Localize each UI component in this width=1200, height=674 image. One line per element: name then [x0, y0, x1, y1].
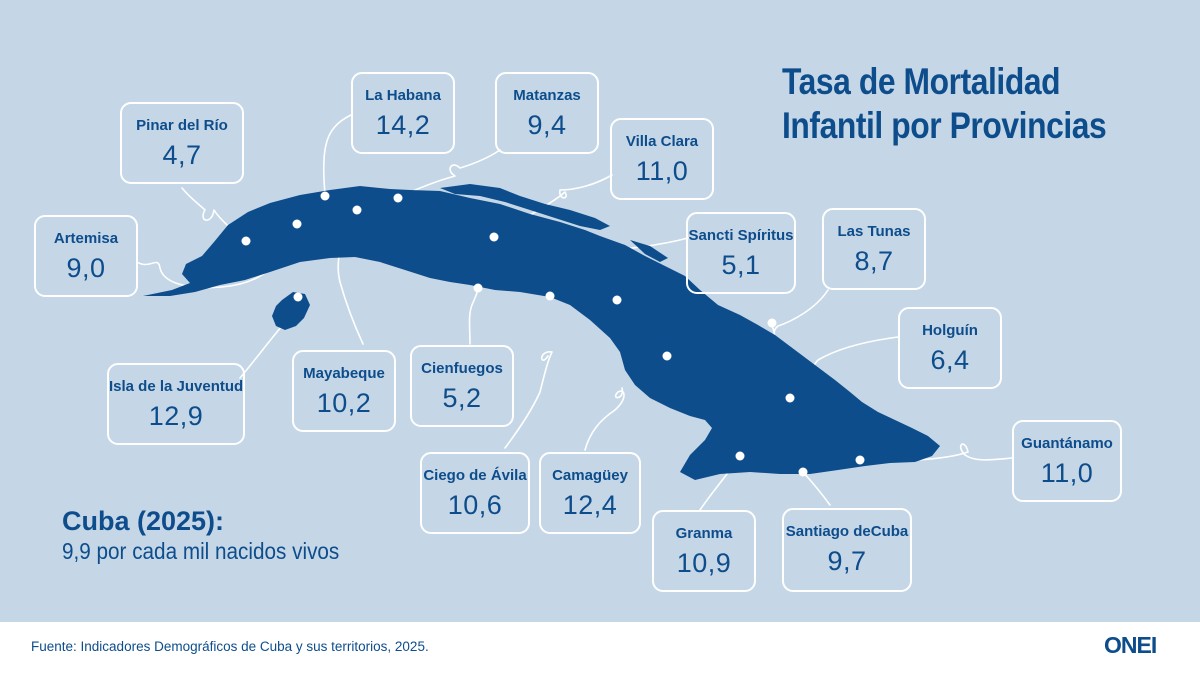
cuba-main-island [143, 186, 940, 480]
marker-ciego [612, 295, 622, 305]
connector-santiago [802, 471, 831, 506]
province-name: Sancti Spíritus [688, 227, 794, 244]
province-box-camaguey: Camagüey 12,4 [539, 452, 641, 534]
province-box-guantanamo: Guantánamo 11,0 [1012, 420, 1122, 502]
title-line-2: Infantil por Provincias [782, 105, 1107, 146]
marker-isla [293, 292, 303, 302]
marker-lastunas [767, 318, 777, 328]
province-name: Pinar del Río [136, 117, 228, 134]
province-box-artemisa: Artemisa 9,0 [34, 215, 138, 297]
marker-guantanamo [855, 455, 865, 465]
northern-keys [440, 184, 610, 230]
connector-lastunas [771, 289, 829, 335]
province-box-la-habana: La Habana 14,2 [351, 72, 455, 154]
onei-logo: ONEI [1104, 632, 1157, 658]
province-value: 11,0 [1040, 458, 1094, 488]
province-value: 10,6 [447, 490, 503, 520]
province-box-isla-de-la-juventud: Isla de la Juventud 12,9 [107, 363, 245, 445]
province-name: Guantánamo [1021, 435, 1113, 452]
province-name: Villa Clara [625, 133, 699, 150]
marker-matanzas [393, 193, 403, 203]
summary-title: Cuba (2025): [62, 506, 225, 536]
marker-pinar [241, 236, 251, 246]
province-value: 5,2 [442, 383, 482, 413]
marker-mayabeque [352, 205, 362, 215]
province-box-ciego-de-avila: Ciego de Ávila 10,6 [420, 452, 530, 534]
province-box-holguin: Holguín 6,4 [898, 307, 1002, 389]
province-box-cienfuegos: Cienfuegos 5,2 [410, 345, 514, 427]
province-name: Mayabeque [303, 365, 385, 382]
connector-habana [322, 114, 352, 197]
province-box-matanzas: Matanzas 9,4 [495, 72, 599, 154]
marker-camaguey [662, 351, 672, 361]
province-name: Isla de la Juventud [109, 378, 244, 395]
marker-artemisa [292, 219, 302, 229]
province-value: 5,1 [721, 250, 761, 280]
footer: Fuente: Indicadores Demográficos de Cuba… [0, 622, 1200, 674]
connector-matanzas [397, 149, 501, 199]
province-markers [241, 191, 865, 477]
summary-value: 9,9 por cada mil nacidos vivos [62, 538, 340, 564]
province-value: 6,4 [930, 345, 970, 375]
province-name: Holguín [922, 322, 978, 339]
province-value: 4,7 [162, 140, 202, 170]
province-box-santiago-de-cuba: Santiago deCuba 9,7 [782, 508, 912, 592]
province-value: 11,0 [635, 156, 689, 186]
province-value: 14,2 [375, 110, 431, 140]
province-value: 12,4 [562, 490, 618, 520]
province-name: Las Tunas [837, 223, 911, 240]
province-name: Matanzas [513, 87, 581, 104]
national-summary: Cuba (2025): 9,9 por cada mil nacidos vi… [62, 505, 370, 565]
province-name: Ciego de Ávila [423, 467, 527, 484]
province-box-mayabeque: Mayabeque 10,2 [292, 350, 396, 432]
province-box-villa-clara: Villa Clara 11,0 [610, 118, 714, 200]
marker-santiago [798, 467, 808, 477]
province-value: 9,0 [66, 253, 106, 283]
province-value: 10,9 [676, 548, 732, 578]
province-name: Artemisa [53, 230, 119, 247]
province-box-pinar-del-rio: Pinar del Río 4,7 [120, 102, 244, 184]
connector-ciego [504, 351, 553, 449]
province-value: 9,7 [827, 546, 867, 576]
connector-cienfuegos [468, 287, 479, 345]
province-box-granma: Granma 10,9 [652, 510, 756, 592]
province-value: 8,7 [854, 246, 894, 276]
province-box-sancti-spiritus: Sancti Spíritus 5,1 [686, 212, 796, 294]
province-name: Granma [675, 525, 733, 542]
province-name: Cienfuegos [421, 360, 503, 377]
province-box-las-tunas: Las Tunas 8,7 [822, 208, 926, 290]
marker-granma [735, 451, 745, 461]
province-name: Santiago deCuba [785, 523, 909, 540]
province-value: 9,4 [527, 110, 567, 140]
source-note: Fuente: Indicadores Demográficos de Cuba… [31, 639, 429, 654]
title-line-1: Tasa de Mortalidad [782, 61, 1061, 102]
marker-holguin [785, 393, 795, 403]
northern-keys-east [630, 240, 668, 262]
province-name: La Habana [365, 87, 441, 104]
marker-villaclara [489, 232, 499, 242]
province-value: 12,9 [148, 401, 204, 431]
page-title: Tasa de Mortalidad Infantil por Provinci… [782, 60, 1107, 148]
province-value: 10,2 [316, 388, 372, 418]
marker-cienfuegos [473, 283, 483, 293]
isla-juventud-shape [272, 292, 310, 330]
marker-habana [320, 191, 330, 201]
connector-camaguey [584, 387, 625, 451]
marker-sancti [545, 291, 555, 301]
province-name: Camagüey [552, 467, 628, 484]
